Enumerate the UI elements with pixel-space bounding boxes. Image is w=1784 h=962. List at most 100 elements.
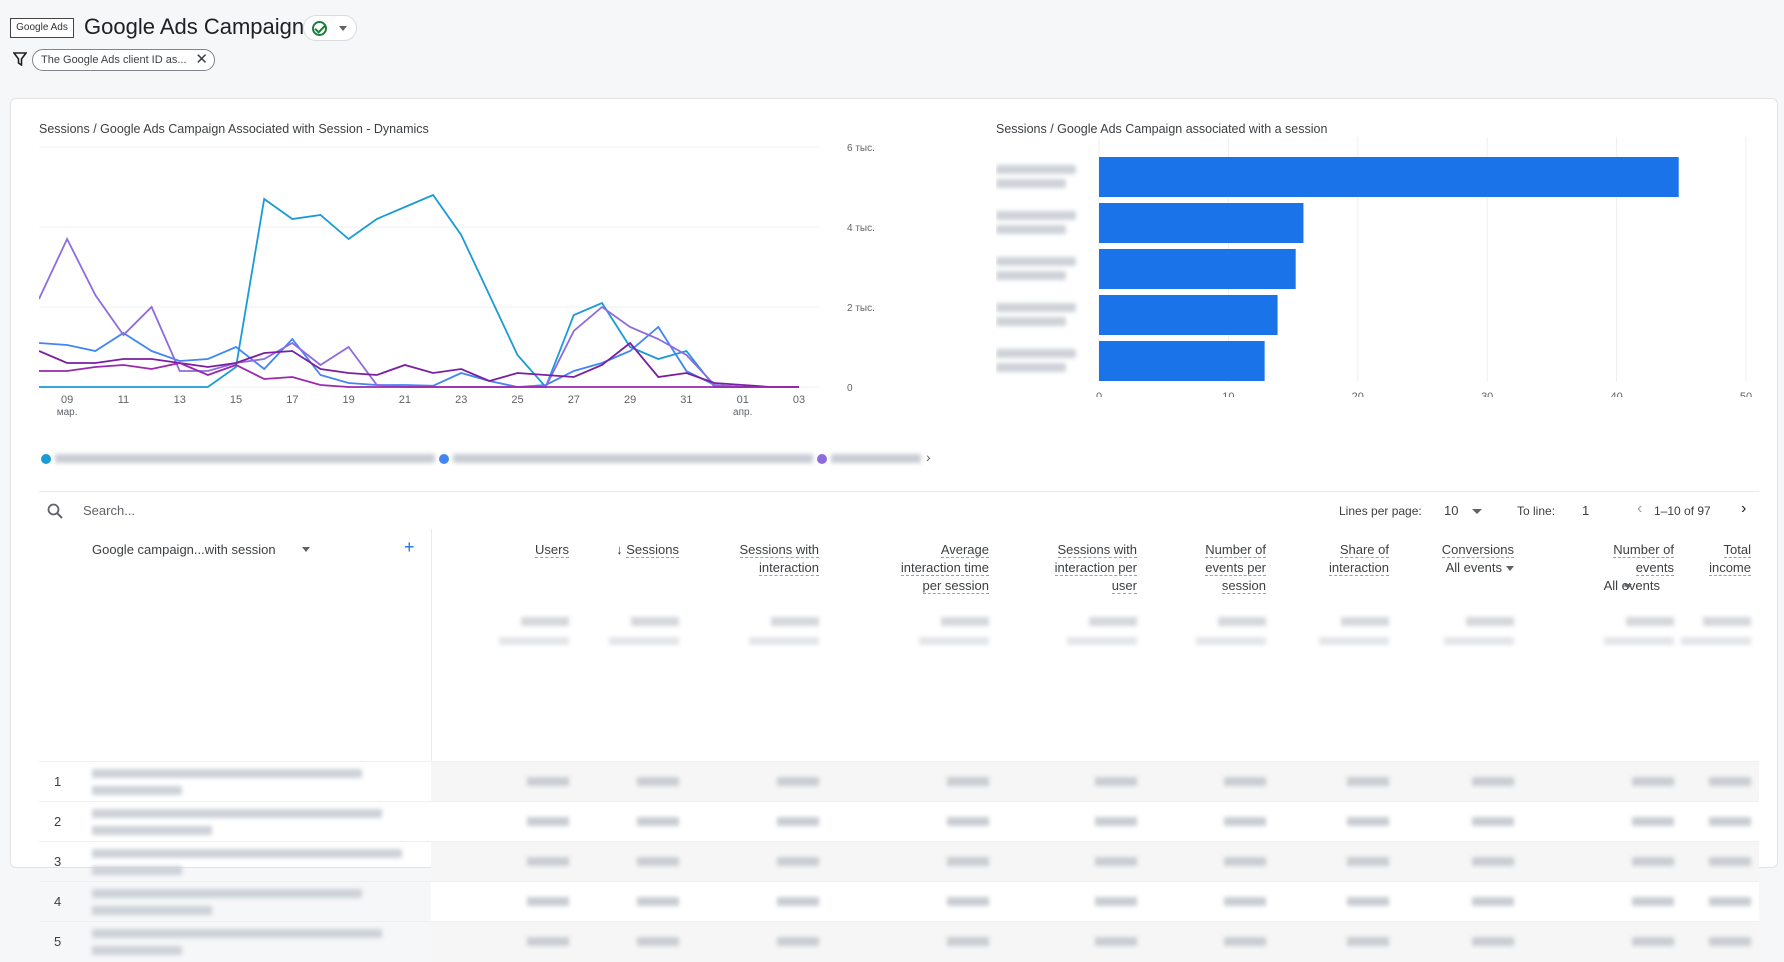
cell-value-blurred: [1709, 777, 1751, 786]
conversions-event-select[interactable]: All events: [1445, 560, 1502, 575]
bar[interactable]: [1099, 157, 1679, 197]
caret-down-icon[interactable]: [1506, 566, 1514, 571]
campaign-name-blurred[interactable]: [92, 889, 362, 898]
table-toolbar: Search... Lines per page: 10 To line: 1 …: [39, 491, 1759, 527]
table-row[interactable]: 4: [39, 881, 1759, 922]
cell-value-blurred: [1472, 777, 1514, 786]
cell-value-blurred: [1095, 817, 1137, 826]
cell-value-blurred: [637, 817, 679, 826]
line-chart-legend[interactable]: [41, 452, 921, 466]
close-icon[interactable]: ✕: [195, 51, 208, 68]
totals-value-blurred: [1089, 617, 1137, 626]
x-tick-label: 11: [118, 394, 129, 406]
x-tick-label: 21: [399, 394, 411, 406]
totals-value-blurred: [521, 617, 569, 626]
header-label-line: interaction time: [900, 560, 989, 576]
header-conversions[interactable]: Conversions All events: [1399, 541, 1514, 577]
lines-per-page-select[interactable]: 10: [1444, 503, 1459, 518]
caret-down-icon[interactable]: [1472, 509, 1482, 514]
x-month-label: мар.: [57, 407, 78, 417]
header-avg-interaction-time[interactable]: Average interaction time per session: [819, 541, 989, 595]
header-sessions-with-interaction[interactable]: Sessions with interaction: [679, 541, 819, 577]
header-sessions-interaction-per-user[interactable]: Sessions with interaction per user: [989, 541, 1137, 595]
x-tick-label: 50: [1740, 391, 1752, 397]
legend-label-blurred: [831, 454, 921, 463]
chevron-right-icon[interactable]: ›: [926, 449, 931, 465]
y-tick-label: 4 тыс.: [847, 223, 875, 234]
cell-value-blurred: [947, 937, 989, 946]
totals-sub-blurred: [1067, 637, 1137, 645]
column-divider: [431, 529, 432, 869]
cell-value-blurred: [1632, 857, 1674, 866]
header-share-of-interaction[interactable]: Share of interaction: [1269, 541, 1389, 577]
table-row[interactable]: 2: [39, 801, 1759, 842]
line-chart-axis: 0 2 тыс. 4 тыс. 6 тыс. 09 11 13 15 17 19 21 23 25 27 2…: [57, 143, 875, 417]
line-chart-title: Sessions / Google Ads Campaign Associate…: [39, 122, 429, 136]
campaign-name-blurred[interactable]: [92, 809, 382, 818]
y-tick-label: 0: [847, 383, 853, 394]
header-number-of-events[interactable]: Number of events All events: [1539, 541, 1674, 595]
campaign-name-blurred[interactable]: [92, 769, 362, 778]
bar-label-blurred: [996, 349, 1076, 358]
google-ads-logo: Google Ads: [10, 18, 74, 38]
cell-value-blurred: [527, 937, 569, 946]
totals-value-blurred: [1466, 617, 1514, 626]
row-index: 4: [54, 894, 62, 909]
add-dimension-icon[interactable]: +: [404, 537, 415, 557]
pagination-text: 1–10 of 97: [1654, 504, 1711, 518]
x-tick-label: 20: [1352, 391, 1364, 397]
to-line-input[interactable]: 1: [1582, 503, 1590, 518]
legend-dot: [439, 454, 449, 464]
bar-chart: 0 10 20 30 40 50: [996, 137, 1752, 397]
row-index: 3: [54, 854, 62, 869]
header-total-income[interactable]: Total income: [1679, 541, 1751, 577]
table-row[interactable]: 1: [39, 761, 1759, 802]
cell-value-blurred: [1709, 937, 1751, 946]
cell-value-blurred: [1472, 817, 1514, 826]
cell-value-blurred: [1709, 897, 1751, 906]
header-users-label: Users: [535, 542, 569, 558]
cell-value-blurred: [777, 937, 819, 946]
bar[interactable]: [1099, 249, 1296, 289]
filter-icon[interactable]: [13, 52, 27, 66]
bar[interactable]: [1099, 203, 1304, 243]
x-tick-label: 25: [511, 394, 523, 406]
cell-value-blurred: [1472, 937, 1514, 946]
line-chart-series: [39, 193, 799, 389]
campaign-name-blurred[interactable]: [92, 929, 382, 938]
bar-label-blurred: [996, 271, 1066, 280]
header-label-line: Sessions with: [1057, 542, 1137, 558]
x-tick-label: 10: [1222, 391, 1234, 397]
search-input[interactable]: Search...: [83, 503, 136, 518]
bar-chart-title: Sessions / Google Ads Campaign associate…: [996, 122, 1328, 136]
cell-value-blurred: [947, 857, 989, 866]
header-users[interactable]: Users: [469, 541, 569, 559]
status-dropdown[interactable]: [303, 15, 357, 41]
cell-value-blurred: [637, 777, 679, 786]
campaign-name-blurred: [92, 826, 212, 835]
cell-value-blurred: [1347, 897, 1389, 906]
caret-down-icon[interactable]: [302, 547, 310, 552]
chevron-right-icon[interactable]: ›: [1741, 500, 1747, 517]
events-event-select[interactable]: All events: [1603, 578, 1660, 593]
search-icon[interactable]: [47, 503, 63, 519]
dimension-header-label: Google campaign...with session: [92, 542, 276, 557]
header-label-line: Share of: [1339, 542, 1389, 558]
campaign-name-blurred[interactable]: [92, 849, 402, 858]
caret-down-icon[interactable]: [1624, 584, 1632, 589]
filter-chip[interactable]: The Google Ads client ID as... ✕: [32, 49, 215, 71]
header-events-per-session[interactable]: Number of events per session: [1139, 541, 1266, 595]
dimension-header[interactable]: Google campaign...with session: [92, 541, 276, 559]
bar[interactable]: [1099, 295, 1278, 335]
caret-down-icon: [339, 26, 347, 31]
table-row[interactable]: 3: [39, 841, 1759, 882]
page-header: Google Ads Google Ads Campaigns The Goog…: [0, 0, 1784, 95]
header-label-line: interaction per: [1054, 560, 1137, 576]
cell-value-blurred: [1224, 817, 1266, 826]
chevron-left-icon[interactable]: ‹: [1637, 500, 1643, 517]
table-row[interactable]: 5: [39, 921, 1759, 962]
x-tick-label: 01: [737, 394, 749, 406]
header-sessions[interactable]: ↓ Sessions: [559, 541, 679, 559]
x-tick-label: 23: [455, 394, 467, 406]
bar[interactable]: [1099, 341, 1265, 381]
